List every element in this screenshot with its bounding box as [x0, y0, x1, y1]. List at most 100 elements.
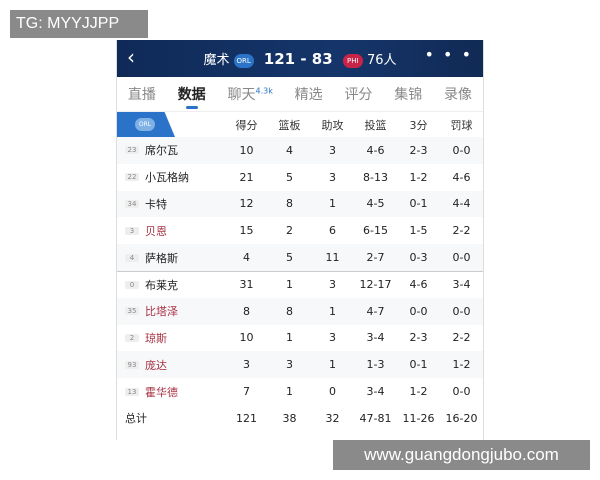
jersey-number: 4 [125, 253, 139, 262]
stat-cell: 3-4 [366, 385, 385, 399]
total-cell: 121 [236, 411, 257, 425]
stat-cell: 6 [329, 224, 336, 238]
column-header[interactable]: 助攻 [321, 118, 344, 132]
stat-cell: 1-5 [409, 224, 428, 238]
tab-0[interactable]: 直播 [128, 84, 156, 104]
stat-cell: 1 [329, 358, 336, 372]
player-name-cell: 2 琼斯 [117, 330, 225, 346]
stat-cell: 4-5 [366, 197, 385, 211]
jersey-number: 3 [125, 226, 139, 235]
tab-bar: 直播 数据 聊天4.3k 精选 评分 集锦 录像 [117, 77, 483, 112]
player-name[interactable]: 萨格斯 [145, 251, 178, 265]
stat-cell: 1 [286, 278, 293, 292]
stat-cell: 31 [239, 278, 254, 292]
jersey-number: 34 [125, 199, 139, 208]
player-name[interactable]: 贝恩 [145, 224, 167, 238]
stat-cell: 4 [286, 143, 293, 157]
player-name[interactable]: 席尔瓦 [145, 144, 178, 158]
column-header[interactable]: 罚球 [450, 118, 473, 132]
stat-cell: 8 [243, 304, 250, 318]
stat-cell: 0-0 [452, 251, 471, 265]
table-row[interactable]: 13 霍华德 7 1 0 3-4 1-2 0-0 [117, 378, 483, 405]
stat-cell: 0-0 [452, 304, 471, 318]
jersey-number: 23 [125, 146, 139, 155]
tab-3[interactable]: 精选 [295, 84, 323, 104]
more-icon[interactable]: • • • [424, 45, 473, 64]
stat-cell: 3 [243, 358, 250, 372]
orl-logo-icon: ORL [135, 118, 155, 131]
player-name-cell: 35 比塔泽 [117, 303, 225, 319]
jersey-number: 13 [125, 387, 139, 396]
tab-label: 数据 [177, 87, 206, 103]
stat-cell: 1-2 [409, 170, 428, 184]
table-row[interactable]: 34 卡特 12 8 1 4-5 0-1 4-4 [117, 190, 483, 218]
stat-cell: 3 [286, 358, 293, 372]
stat-cell: 0-1 [409, 358, 428, 372]
stat-cell: 8-13 [363, 170, 388, 184]
player-name[interactable]: 琼斯 [145, 331, 167, 345]
table-row[interactable]: 23 席尔瓦 10 4 3 4-6 2-3 0-0 [117, 137, 483, 164]
scoreline: 魔术 ORL 121 - 83 PHI 76人 [117, 49, 483, 68]
table-row[interactable]: 3 贝恩 15 2 6 6-15 1-5 2-2 [117, 217, 483, 244]
stat-cell: 0-1 [409, 197, 428, 211]
stat-cell: 15 [239, 224, 254, 238]
table-row[interactable]: 35 比塔泽 8 8 1 4-7 0-0 0-0 [117, 297, 483, 325]
stat-cell: 21 [239, 170, 254, 184]
stat-cell: 6-15 [363, 224, 388, 238]
total-row: 总计 121 38 32 47-81 11-26 16-20 [117, 404, 483, 432]
tab-4[interactable]: 评分 [344, 84, 372, 104]
tab-5[interactable]: 集锦 [394, 84, 422, 104]
stat-cell: 8 [286, 197, 293, 211]
stat-cell: 1 [286, 331, 293, 345]
table-row[interactable]: 0 布莱克 31 1 3 12-17 4-6 3-4 [117, 270, 483, 298]
stat-cell: 3-4 [366, 331, 385, 345]
player-name-cell: 93 庞达 [117, 357, 225, 373]
score: 121 - 83 [263, 50, 333, 68]
player-name[interactable]: 霍华德 [145, 385, 178, 399]
total-cell: 38 [282, 411, 297, 425]
stat-cell: 4-6 [452, 170, 471, 184]
player-name[interactable]: 比塔泽 [145, 305, 178, 319]
stat-cell: 2-7 [366, 251, 385, 265]
total-cell: 47-81 [359, 411, 392, 425]
stat-cell: 0-0 [409, 304, 428, 318]
table-row[interactable]: 93 庞达 3 3 1 1-3 0-1 1-2 [117, 351, 483, 379]
stat-cell: 4-6 [366, 143, 385, 157]
home-team: 魔术 [203, 53, 230, 68]
stat-cell: 2-2 [452, 331, 471, 345]
jersey-number: 22 [125, 173, 139, 182]
column-header[interactable]: 得分 [235, 118, 258, 132]
player-name[interactable]: 庞达 [145, 358, 167, 372]
player-name-cell: 13 霍华德 [117, 384, 225, 400]
game-header: ‹ 魔术 ORL 121 - 83 PHI 76人 • • • [117, 40, 483, 77]
stat-cell: 5 [286, 170, 293, 184]
stat-cell: 2-3 [409, 331, 428, 345]
tab-1[interactable]: 数据 [177, 84, 206, 109]
player-name[interactable]: 卡特 [145, 197, 167, 211]
column-header[interactable]: 投篮 [364, 118, 387, 132]
stat-cell: 7 [243, 385, 250, 399]
player-name[interactable]: 布莱克 [145, 278, 178, 292]
phi-logo-icon: PHI [342, 53, 363, 68]
player-name-cell: 23 席尔瓦 [117, 142, 225, 158]
stat-cell: 4-7 [366, 304, 385, 318]
back-icon[interactable]: ‹ [127, 45, 135, 69]
stat-cell: 3-4 [452, 278, 471, 292]
stat-cell: 1-3 [366, 358, 385, 372]
player-name[interactable]: 小瓦格纳 [145, 171, 189, 185]
stat-cell: 4-4 [452, 197, 471, 211]
table-row[interactable]: 22 小瓦格纳 21 5 3 8-13 1-2 4-6 [117, 164, 483, 191]
stat-cell: 3 [329, 170, 336, 184]
stat-cell: 3 [329, 278, 336, 292]
tab-6[interactable]: 录像 [444, 84, 472, 104]
chat-count-badge: 4.3k [255, 86, 273, 96]
table-row[interactable]: 2 琼斯 10 1 3 3-4 2-3 2-2 [117, 325, 483, 352]
tab-2[interactable]: 聊天4.3k [227, 84, 272, 104]
column-header[interactable]: 篮板 [278, 118, 301, 132]
stat-cell: 10 [239, 143, 254, 157]
tab-label: 直播 [127, 87, 156, 103]
player-name-cell: 4 萨格斯 [117, 250, 225, 266]
column-header[interactable]: 3分 [409, 118, 428, 132]
stat-cell: 2-2 [452, 224, 471, 238]
table-row[interactable]: 4 萨格斯 4 5 11 2-7 0-3 0-0 [117, 244, 483, 271]
